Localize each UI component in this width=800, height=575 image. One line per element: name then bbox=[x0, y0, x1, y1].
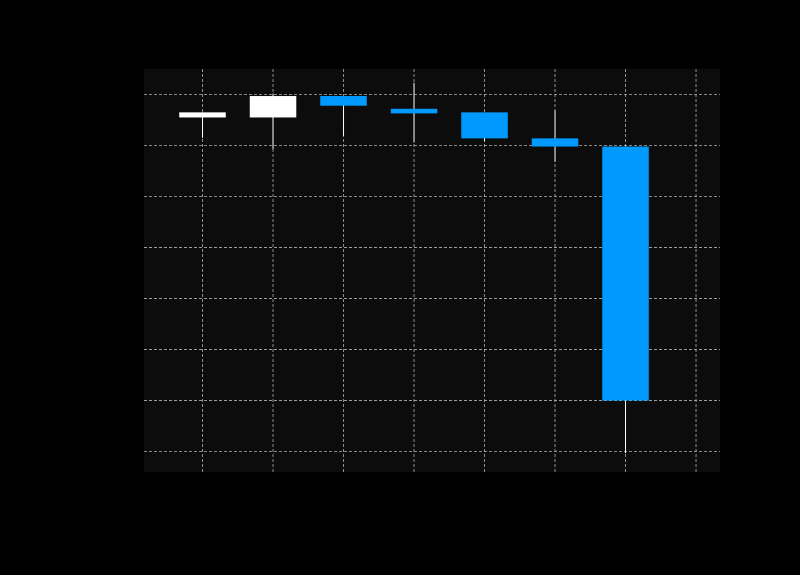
candle-3 bbox=[320, 96, 367, 136]
candle-5 bbox=[461, 112, 508, 142]
candle-7 bbox=[602, 146, 649, 454]
candle-body-down bbox=[602, 146, 649, 401]
candle-1 bbox=[179, 112, 226, 138]
candle-2 bbox=[249, 93, 297, 150]
candle-body-down bbox=[390, 108, 438, 114]
candle-body-up bbox=[179, 112, 226, 118]
candle-4 bbox=[390, 82, 438, 143]
candle-body-down bbox=[461, 112, 508, 139]
candle-body-down bbox=[531, 138, 579, 147]
candles bbox=[179, 82, 649, 454]
candle-body-down bbox=[320, 96, 367, 106]
candle-6 bbox=[531, 110, 579, 162]
candle-body-up bbox=[249, 96, 297, 118]
